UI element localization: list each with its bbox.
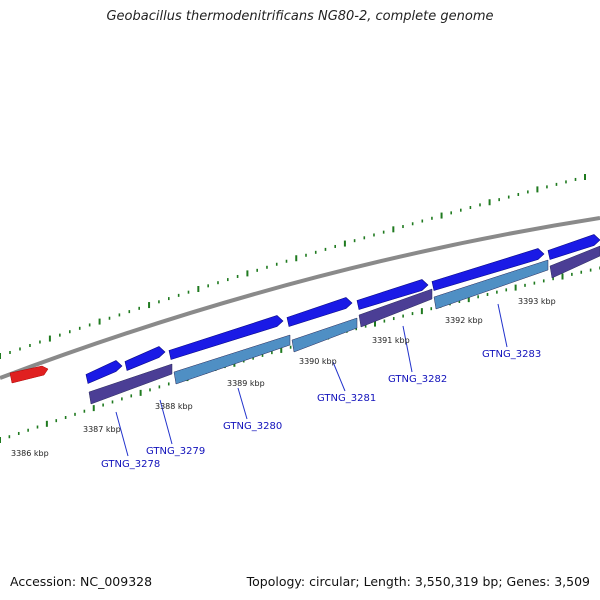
gene-label-gtng-3281[interactable]: GTNG_3281 xyxy=(317,393,376,404)
connector-1 xyxy=(115,411,129,457)
accession-label: Accession: NC_009328 xyxy=(10,574,153,589)
gene-label-gtng-3278[interactable]: GTNG_3278 xyxy=(101,459,160,470)
forward-gene-5[interactable] xyxy=(356,279,429,310)
kbp-label-3389: 3389 kbp xyxy=(227,379,265,388)
reverse-gene-6[interactable] xyxy=(549,245,600,279)
kbp-tick-labels: 3386 kbp 3387 kbp 3388 kbp 3389 kbp 3390… xyxy=(11,297,556,458)
forward-gene-track xyxy=(85,234,600,384)
connector-2 xyxy=(159,399,173,445)
gene-label-gtng-3280[interactable]: GTNG_3280 xyxy=(223,421,282,432)
kbp-label-3391: 3391 kbp xyxy=(372,336,410,345)
gene-label-gtng-3279[interactable]: GTNG_3279 xyxy=(146,446,205,457)
forward-gene-1[interactable] xyxy=(85,360,123,384)
forward-gene-4[interactable] xyxy=(286,297,353,327)
connector-4 xyxy=(332,361,346,392)
reverse-gene-1[interactable] xyxy=(88,363,173,405)
outer-tick-marks xyxy=(0,174,586,359)
kbp-label-3387: 3387 kbp xyxy=(83,425,121,434)
reverse-gene-4[interactable] xyxy=(358,288,433,328)
gene-label-gtng-3283[interactable]: GTNG_3283 xyxy=(482,349,541,360)
reverse-gene-2[interactable] xyxy=(173,334,291,385)
kbp-label-3386: 3386 kbp xyxy=(11,449,49,458)
connector-3 xyxy=(237,387,248,420)
forward-gene-3[interactable] xyxy=(168,315,284,360)
kbp-label-3390: 3390 kbp xyxy=(299,357,337,366)
highlight-gene-red[interactable] xyxy=(9,365,49,384)
gene-name-labels: GTNG_3278 GTNG_3279 GTNG_3280 GTNG_3281 … xyxy=(101,349,541,470)
reverse-gene-5[interactable] xyxy=(433,259,549,310)
forward-gene-2[interactable] xyxy=(124,346,166,371)
forward-gene-7[interactable] xyxy=(547,234,600,260)
connector-6 xyxy=(497,303,508,348)
label-connectors xyxy=(115,303,508,457)
reverse-gene-3[interactable] xyxy=(291,317,358,353)
kbp-label-3388: 3388 kbp xyxy=(155,402,193,411)
reverse-gene-track xyxy=(88,245,600,405)
kbp-label-3392: 3392 kbp xyxy=(445,316,483,325)
gene-label-gtng-3282[interactable]: GTNG_3282 xyxy=(388,374,447,385)
kbp-label-3393: 3393 kbp xyxy=(518,297,556,306)
connector-5 xyxy=(402,325,413,373)
map-title: Geobacillus thermodenitrificans NG80-2, … xyxy=(106,9,494,24)
forward-gene-6[interactable] xyxy=(431,248,545,291)
genome-backbone xyxy=(0,216,600,380)
genome-stats-label: Topology: circular; Length: 3,550,319 bp… xyxy=(246,574,590,589)
